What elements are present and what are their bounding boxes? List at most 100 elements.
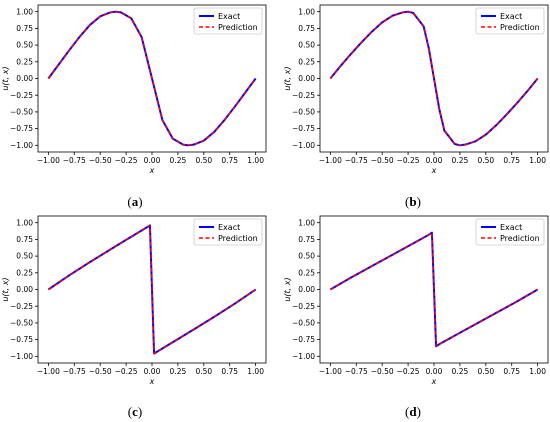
prediction-line [330, 231, 538, 347]
x-tick-label: −0.75 [345, 156, 368, 165]
panel-caption: (c) [128, 404, 142, 419]
legend-prediction-label: Prediction [218, 234, 258, 243]
x-tick-label: −1.00 [37, 156, 60, 165]
legend: Exact Prediction [475, 218, 545, 246]
chart-panel-c: −1.00 −0.75 −0.50 −0.25 0.00 0.25 0.50 0.75 1.00… [1, 215, 267, 419]
panel-caption: (d) [405, 404, 421, 419]
x-axis-label: x [431, 377, 437, 386]
x-tick-label: 0.25 [170, 367, 187, 376]
x-tick-label: −0.25 [115, 156, 138, 165]
x-tick-label: 0.00 [426, 367, 443, 376]
x-tick-label: −0.50 [89, 156, 112, 165]
x-tick-label: 1.00 [529, 156, 546, 165]
x-tick-label: 0.75 [221, 367, 238, 376]
x-tick-label: 0.50 [195, 156, 212, 165]
x-tick-label: −0.25 [115, 367, 138, 376]
y-tick-label: −0.50 [292, 108, 315, 117]
y-tick-label: 0.50 [16, 41, 33, 50]
panel-caption: (b) [405, 194, 421, 209]
y-tick-label: −0.25 [10, 91, 33, 100]
legend: Exact Prediction [193, 7, 263, 35]
prediction-line [47, 224, 257, 355]
y-tick-label: 0.75 [298, 24, 315, 33]
y-tick-label: −1.00 [292, 352, 315, 361]
y-axis-label: u(t, x) [283, 66, 292, 90]
y-tick-label: 0.50 [298, 41, 315, 50]
exact-line [329, 10, 539, 147]
x-tick-label: 0.25 [452, 367, 469, 376]
legend-box [193, 218, 263, 246]
x-tick-label: 0.25 [452, 156, 469, 165]
y-tick-label: 1.00 [16, 7, 33, 16]
y-tick-label: −0.75 [292, 124, 315, 133]
x-tick-label: 0.25 [170, 156, 187, 165]
y-axis-label: u(t, x) [1, 66, 10, 90]
y-tick-label: −0.50 [10, 108, 33, 117]
legend-exact-label: Exact [218, 223, 240, 232]
y-tick-label: 0.75 [298, 235, 315, 244]
x-tick-label: −0.75 [63, 367, 86, 376]
y-tick-label: 0.00 [16, 74, 33, 83]
y-tick-label: 0.75 [16, 24, 33, 33]
y-tick-label: −1.00 [292, 141, 315, 150]
x-tick-label: −0.25 [397, 156, 420, 165]
y-tick-label: −0.25 [292, 302, 315, 311]
y-tick-label: 0.00 [16, 285, 33, 294]
x-axis-label: x [149, 377, 155, 386]
prediction-line [47, 10, 257, 147]
legend-exact-label: Exact [500, 12, 522, 21]
y-tick-label: −1.00 [10, 141, 33, 150]
y-tick-label: 0.00 [298, 285, 315, 294]
x-tick-label: 0.50 [477, 367, 494, 376]
x-tick-label: 0.50 [195, 367, 212, 376]
legend-prediction-label: Prediction [500, 234, 540, 243]
y-tick-label: 0.25 [16, 268, 33, 277]
chart-panel-b: −1.00 −0.75 −0.50 −0.25 0.00 0.25 0.50 0.75 1.00… [283, 4, 549, 209]
legend-prediction-label: Prediction [218, 23, 258, 32]
y-tick-label: −1.00 [10, 352, 33, 361]
y-tick-label: −0.50 [10, 319, 33, 328]
y-axis-label: u(t, x) [1, 277, 10, 301]
y-tick-label: 0.75 [16, 235, 33, 244]
x-tick-label: −0.75 [63, 156, 86, 165]
y-axis-label: u(t, x) [283, 277, 292, 301]
y-tick-label: −0.50 [292, 319, 315, 328]
legend-exact-label: Exact [500, 223, 522, 232]
legend-box [475, 218, 545, 246]
y-tick-label: 0.00 [298, 74, 315, 83]
y-tick-label: 1.00 [298, 218, 315, 227]
x-axis-label: x [149, 166, 155, 175]
y-tick-label: −0.75 [10, 124, 33, 133]
y-tick-label: 0.25 [16, 57, 33, 66]
y-tick-label: −0.25 [10, 302, 33, 311]
legend-prediction-label: Prediction [500, 23, 540, 32]
x-tick-label: 0.75 [503, 367, 520, 376]
y-tick-label: 0.50 [298, 252, 315, 261]
y-tick-label: 0.50 [16, 252, 33, 261]
legend: Exact Prediction [193, 218, 263, 246]
x-tick-label: −0.25 [397, 367, 420, 376]
x-tick-label: −0.50 [371, 156, 394, 165]
x-tick-label: 0.00 [426, 156, 443, 165]
x-tick-label: −0.50 [371, 367, 394, 376]
x-tick-label: 1.00 [247, 156, 264, 165]
y-tick-label: −0.75 [292, 335, 315, 344]
x-tick-label: −1.00 [37, 367, 60, 376]
x-tick-label: −0.75 [345, 367, 368, 376]
chart-panel-d: −1.00 −0.75 −0.50 −0.25 0.00 0.25 0.50 0.75 1.00… [283, 215, 549, 419]
y-tick-label: 1.00 [298, 7, 315, 16]
x-tick-label: −1.00 [319, 156, 342, 165]
legend-box [193, 7, 263, 35]
y-tick-label: −0.75 [10, 335, 33, 344]
y-tick-label: 1.00 [16, 218, 33, 227]
x-tick-label: 0.00 [144, 156, 161, 165]
legend-box [475, 7, 545, 35]
x-tick-label: 0.00 [144, 367, 161, 376]
legend-exact-label: Exact [218, 12, 240, 21]
y-tick-label: −0.25 [292, 91, 315, 100]
x-tick-label: 0.75 [503, 156, 520, 165]
panel-caption: (a) [127, 194, 142, 209]
x-tick-label: 1.00 [529, 367, 546, 376]
x-axis-label: x [431, 166, 437, 175]
